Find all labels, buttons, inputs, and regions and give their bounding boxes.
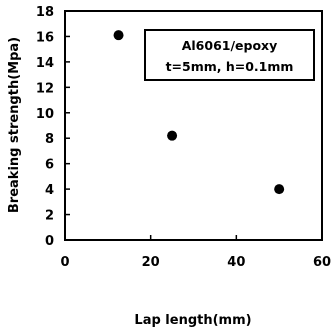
y-tick-label: 6 <box>45 158 54 173</box>
legend-frame <box>144 29 315 81</box>
y-tick-label: 4 <box>45 183 54 198</box>
x-tick-label: 0 <box>60 255 69 270</box>
y-tick-label: 12 <box>36 81 54 96</box>
data-point <box>274 184 285 195</box>
x-tick-label: 60 <box>313 255 331 270</box>
x-tick-label: 20 <box>142 255 160 270</box>
y-tick-label: 0 <box>45 234 54 249</box>
y-tick-label: 14 <box>36 56 54 71</box>
y-axis-ticks: 0 2 4 6 8 10 12 14 16 18 <box>36 5 70 249</box>
x-axis-ticks: 0 20 40 60 <box>60 235 331 270</box>
y-tick-label: 2 <box>45 209 54 224</box>
y-tick-label: 8 <box>45 132 54 147</box>
y-axis-label: Breaking strength(Mpa) <box>7 37 22 213</box>
legend-line-2: t=5mm, h=0.1mm <box>166 59 294 74</box>
y-tick-label: 18 <box>36 5 54 20</box>
legend-box: Al6061/epoxy t=5mm, h=0.1mm <box>144 29 315 81</box>
data-points <box>113 30 285 195</box>
data-point <box>113 30 124 41</box>
legend-line-1: Al6061/epoxy <box>182 38 278 53</box>
x-axis-label: Lap length(mm) <box>134 313 251 328</box>
data-point <box>167 130 178 141</box>
y-tick-label: 10 <box>36 107 54 122</box>
plot-frame <box>64 10 323 241</box>
x-tick-label: 40 <box>227 255 245 270</box>
y-tick-label: 16 <box>36 30 54 45</box>
